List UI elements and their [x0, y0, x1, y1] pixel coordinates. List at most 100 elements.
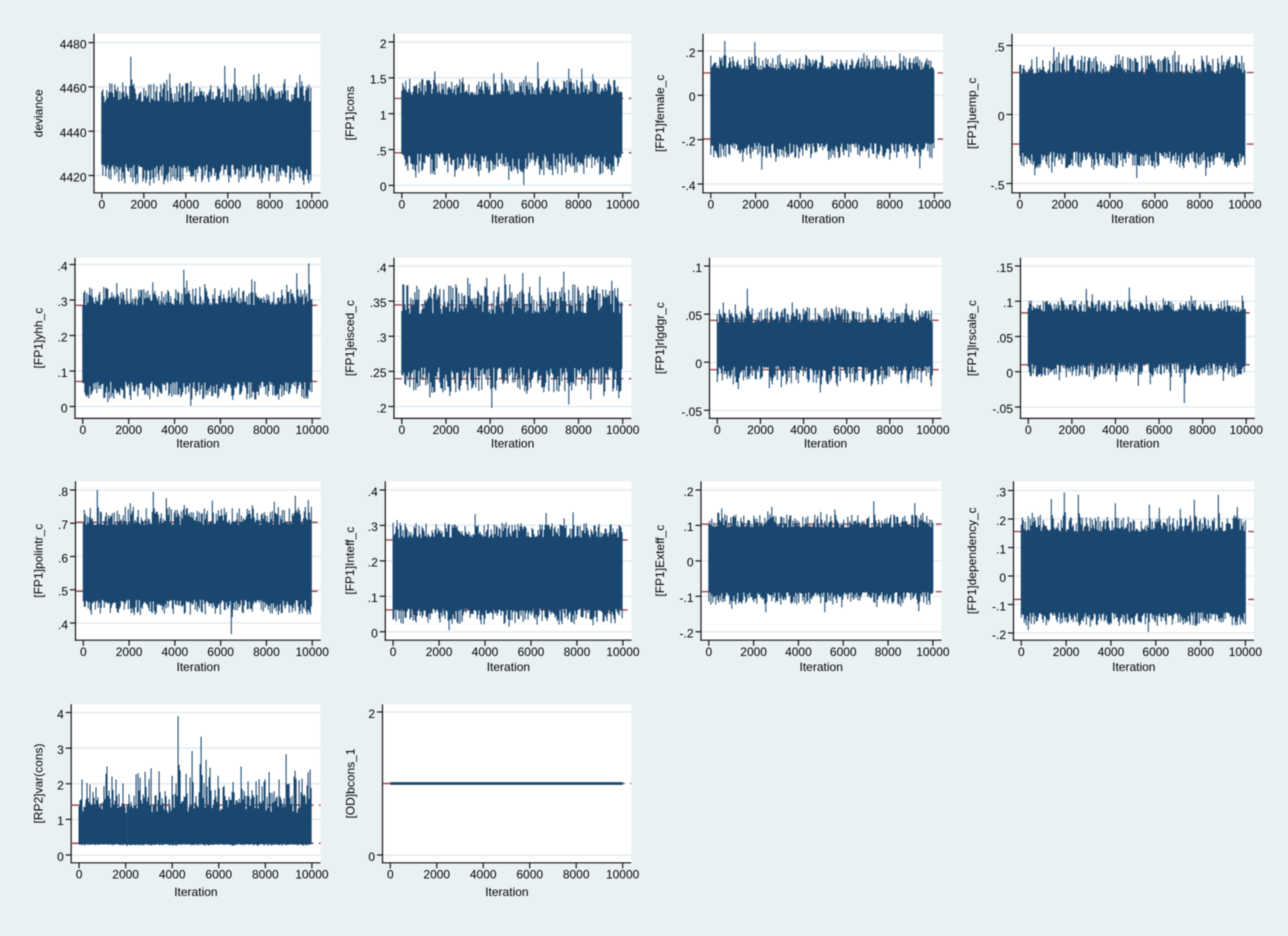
- svg-text:8000: 8000: [876, 423, 903, 437]
- svg-text:6000: 6000: [1142, 645, 1169, 659]
- svg-text:.4: .4: [57, 259, 67, 273]
- svg-text:6000: 6000: [521, 197, 548, 211]
- svg-text:0: 0: [390, 645, 397, 659]
- svg-text:-.1: -.1: [679, 591, 693, 605]
- svg-text:Iteration: Iteration: [804, 436, 847, 450]
- svg-text:10000: 10000: [916, 423, 950, 437]
- svg-text:.1: .1: [996, 542, 1006, 556]
- svg-text:0: 0: [80, 645, 87, 659]
- svg-text:6000: 6000: [832, 197, 859, 211]
- svg-text:4480: 4480: [60, 37, 87, 51]
- svg-text:.5: .5: [994, 40, 1004, 54]
- svg-text:8000: 8000: [876, 197, 903, 211]
- svg-text:.7: .7: [58, 518, 68, 532]
- svg-text:6000: 6000: [1142, 197, 1169, 211]
- svg-text:10000: 10000: [918, 197, 952, 211]
- svg-text:8000: 8000: [253, 423, 280, 437]
- svg-text:.3: .3: [376, 331, 386, 345]
- svg-text:Iteration: Iteration: [800, 660, 843, 674]
- svg-text:10000: 10000: [296, 423, 330, 437]
- svg-text:4000: 4000: [1102, 423, 1129, 437]
- svg-text:2000: 2000: [1059, 423, 1086, 437]
- svg-text:[FP1]cons: [FP1]cons: [343, 86, 357, 140]
- svg-text:.35: .35: [370, 296, 387, 310]
- svg-text:2000: 2000: [1051, 197, 1078, 211]
- svg-text:[FP1]dependency_c: [FP1]dependency_c: [965, 507, 979, 614]
- svg-text:4000: 4000: [787, 197, 814, 211]
- svg-text:-.05: -.05: [681, 405, 702, 419]
- svg-text:deviance: deviance: [32, 89, 46, 137]
- svg-text:[RP2]var(cons): [RP2]var(cons): [32, 743, 46, 823]
- svg-text:8000: 8000: [1187, 197, 1214, 211]
- svg-text:4000: 4000: [1098, 645, 1125, 659]
- svg-text:1: 1: [380, 109, 387, 123]
- svg-text:10000: 10000: [606, 197, 640, 211]
- svg-text:4000: 4000: [172, 197, 199, 211]
- svg-text:-.5: -.5: [990, 178, 1004, 192]
- svg-text:0: 0: [398, 197, 405, 211]
- svg-text:2000: 2000: [740, 645, 767, 659]
- svg-text:-.2: -.2: [681, 134, 695, 148]
- svg-text:0: 0: [1018, 645, 1025, 659]
- svg-text:.05: .05: [685, 309, 702, 323]
- svg-text:Iteration: Iteration: [491, 436, 534, 450]
- svg-text:.25: .25: [370, 366, 387, 380]
- svg-text:[FP1]Inteff_c: [FP1]Inteff_c: [343, 527, 357, 595]
- svg-text:.5: .5: [376, 144, 386, 158]
- svg-text:4000: 4000: [477, 197, 504, 211]
- svg-text:2000: 2000: [426, 645, 453, 659]
- svg-text:0: 0: [76, 867, 83, 881]
- svg-text:Iteration: Iteration: [1112, 660, 1155, 674]
- svg-text:6000: 6000: [516, 867, 543, 881]
- svg-text:2000: 2000: [1053, 645, 1080, 659]
- svg-text:0: 0: [380, 180, 387, 194]
- svg-text:.15: .15: [996, 261, 1013, 275]
- svg-text:3: 3: [57, 743, 64, 757]
- svg-text:Iteration: Iteration: [186, 212, 229, 226]
- svg-text:.1: .1: [57, 366, 67, 380]
- svg-text:Iteration: Iteration: [177, 660, 220, 674]
- svg-text:.3: .3: [368, 520, 378, 534]
- svg-text:8000: 8000: [875, 645, 902, 659]
- svg-text:.1: .1: [692, 261, 702, 275]
- svg-text:.1: .1: [368, 591, 378, 605]
- svg-text:.1: .1: [1003, 296, 1013, 310]
- svg-text:0: 0: [689, 90, 696, 104]
- svg-text:10000: 10000: [606, 867, 640, 881]
- svg-text:0: 0: [707, 197, 714, 211]
- svg-text:10000: 10000: [916, 645, 950, 659]
- svg-text:Iteration: Iteration: [174, 885, 217, 899]
- svg-text:2000: 2000: [115, 423, 142, 437]
- svg-text:10000: 10000: [1229, 645, 1263, 659]
- svg-text:4000: 4000: [470, 867, 497, 881]
- svg-text:[FP1]female_c: [FP1]female_c: [653, 75, 667, 152]
- svg-text:[FP1]lrscale_c: [FP1]lrscale_c: [965, 300, 979, 376]
- svg-text:2000: 2000: [433, 197, 460, 211]
- svg-text:[FP1]uemp_c: [FP1]uemp_c: [965, 78, 979, 149]
- svg-text:2000: 2000: [433, 423, 460, 437]
- svg-text:1.5: 1.5: [370, 73, 387, 87]
- svg-text:8000: 8000: [253, 645, 280, 659]
- svg-text:10000: 10000: [296, 645, 330, 659]
- svg-text:0: 0: [999, 571, 1006, 585]
- svg-text:1: 1: [57, 814, 64, 828]
- svg-text:8000: 8000: [1189, 423, 1216, 437]
- svg-text:.6: .6: [58, 551, 68, 565]
- svg-text:10000: 10000: [1228, 197, 1262, 211]
- svg-text:[FP1]eisced_c: [FP1]eisced_c: [343, 300, 357, 376]
- svg-text:0: 0: [57, 850, 64, 864]
- svg-text:[FP1]rlgdgr_c: [FP1]rlgdgr_c: [653, 302, 667, 374]
- svg-text:4000: 4000: [477, 423, 504, 437]
- svg-text:4000: 4000: [472, 645, 499, 659]
- svg-text:-.05: -.05: [992, 402, 1013, 416]
- svg-text:0: 0: [687, 556, 694, 570]
- svg-text:.4: .4: [58, 618, 68, 632]
- svg-text:.05: .05: [996, 331, 1013, 345]
- svg-text:.2: .2: [368, 556, 378, 570]
- svg-text:4000: 4000: [790, 423, 817, 437]
- svg-text:0: 0: [98, 197, 105, 211]
- svg-text:8000: 8000: [1187, 645, 1214, 659]
- svg-text:0: 0: [1025, 423, 1032, 437]
- svg-text:6000: 6000: [207, 423, 234, 437]
- svg-text:.2: .2: [376, 401, 386, 415]
